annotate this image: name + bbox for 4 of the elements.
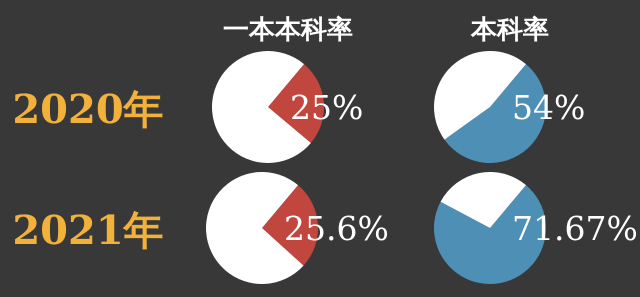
chart-title: 本科率 bbox=[470, 15, 549, 45]
text: 2020年 bbox=[12, 86, 164, 133]
text: 2021年 bbox=[12, 207, 164, 254]
chart-title: 一本本科率 bbox=[223, 15, 353, 45]
